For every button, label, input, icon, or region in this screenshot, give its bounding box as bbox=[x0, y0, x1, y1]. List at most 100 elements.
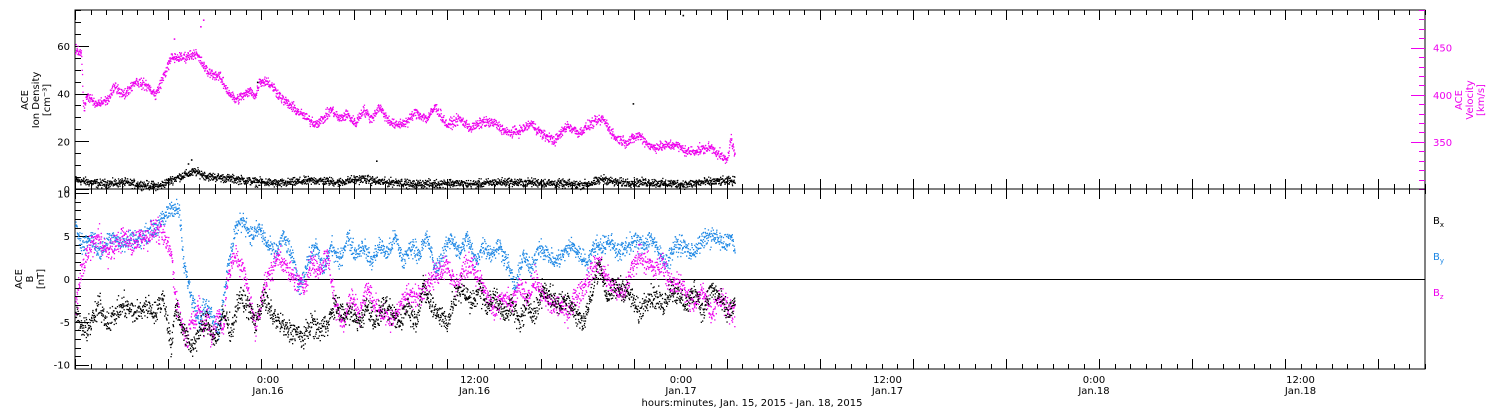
data-point bbox=[708, 183, 710, 185]
data-point bbox=[137, 184, 139, 186]
data-point bbox=[583, 182, 586, 184]
data-point bbox=[508, 129, 510, 131]
data-point bbox=[370, 114, 373, 117]
data-point bbox=[430, 184, 432, 186]
data-point bbox=[233, 100, 235, 102]
data-point bbox=[671, 186, 673, 188]
data-point bbox=[454, 125, 457, 127]
data-point bbox=[593, 177, 595, 179]
data-point bbox=[515, 182, 517, 184]
data-point bbox=[450, 181, 452, 183]
data-point bbox=[523, 128, 526, 130]
data-point bbox=[621, 185, 623, 187]
data-point bbox=[560, 136, 562, 138]
data-point bbox=[682, 14, 685, 17]
data-point bbox=[286, 182, 289, 184]
data-point bbox=[500, 179, 503, 181]
data-point bbox=[164, 186, 166, 188]
data-point bbox=[199, 171, 201, 173]
data-point bbox=[110, 182, 112, 184]
data-point bbox=[347, 178, 349, 180]
data-point bbox=[285, 100, 288, 102]
data-point bbox=[346, 183, 348, 185]
data-point bbox=[168, 179, 171, 181]
data-point bbox=[583, 182, 585, 184]
data-point bbox=[276, 180, 278, 182]
data-point bbox=[267, 81, 270, 84]
data-point bbox=[301, 112, 303, 114]
data-point bbox=[110, 184, 113, 186]
data-point bbox=[615, 138, 617, 140]
data-point bbox=[222, 83, 224, 85]
data-point bbox=[410, 116, 412, 119]
data-point bbox=[179, 59, 181, 61]
data-point bbox=[180, 174, 182, 176]
data-point bbox=[108, 181, 110, 183]
data-point bbox=[101, 101, 103, 104]
data-point bbox=[537, 184, 540, 186]
data-point bbox=[165, 71, 167, 73]
data-point bbox=[261, 79, 263, 81]
data-point bbox=[522, 183, 525, 186]
data-point bbox=[162, 181, 164, 184]
data-point bbox=[154, 185, 157, 188]
data-point bbox=[731, 181, 733, 183]
data-point bbox=[496, 181, 498, 183]
data-point bbox=[619, 143, 621, 145]
data-point bbox=[278, 183, 280, 185]
data-point bbox=[368, 113, 370, 115]
data-point bbox=[104, 99, 106, 101]
data-point bbox=[590, 181, 593, 183]
data-point bbox=[369, 183, 372, 185]
data-point bbox=[159, 184, 161, 186]
data-point bbox=[159, 82, 161, 85]
data-point bbox=[295, 113, 297, 115]
data-point bbox=[365, 111, 367, 114]
data-point bbox=[716, 179, 718, 181]
data-point bbox=[484, 183, 486, 185]
data-point bbox=[435, 185, 437, 187]
data-point bbox=[418, 183, 420, 185]
data-point bbox=[348, 181, 351, 183]
data-point bbox=[293, 180, 295, 182]
data-point bbox=[388, 119, 390, 122]
data-point bbox=[113, 89, 115, 92]
data-point bbox=[670, 184, 672, 186]
data-point bbox=[259, 80, 261, 83]
data-point bbox=[401, 121, 403, 124]
data-point bbox=[505, 130, 507, 132]
data-point bbox=[293, 106, 295, 108]
data-point bbox=[501, 181, 504, 184]
data-point bbox=[344, 114, 346, 116]
data-point bbox=[191, 54, 193, 56]
data-point bbox=[531, 123, 533, 125]
data-point bbox=[111, 88, 113, 90]
data-point bbox=[152, 185, 154, 187]
data-point bbox=[196, 173, 199, 175]
data-point bbox=[271, 183, 273, 185]
data-point bbox=[131, 81, 133, 84]
data-point bbox=[79, 180, 82, 182]
data-point bbox=[624, 184, 626, 187]
data-point bbox=[511, 185, 513, 188]
data-point bbox=[109, 94, 111, 96]
data-point bbox=[281, 180, 283, 182]
data-point bbox=[428, 116, 430, 119]
data-point bbox=[607, 123, 609, 125]
data-point bbox=[623, 142, 626, 144]
data-point bbox=[610, 133, 612, 135]
data-point bbox=[347, 180, 349, 183]
data-point bbox=[474, 181, 477, 183]
data-point bbox=[584, 125, 587, 128]
data-point bbox=[643, 179, 646, 181]
data-point bbox=[490, 122, 492, 124]
data-point bbox=[585, 185, 588, 188]
data-point bbox=[665, 182, 667, 185]
data-point bbox=[368, 118, 370, 120]
data-point bbox=[194, 168, 196, 170]
data-point bbox=[419, 113, 422, 115]
data-point bbox=[409, 113, 411, 115]
data-point bbox=[187, 52, 189, 54]
data-point bbox=[113, 184, 116, 186]
data-point bbox=[612, 131, 614, 133]
